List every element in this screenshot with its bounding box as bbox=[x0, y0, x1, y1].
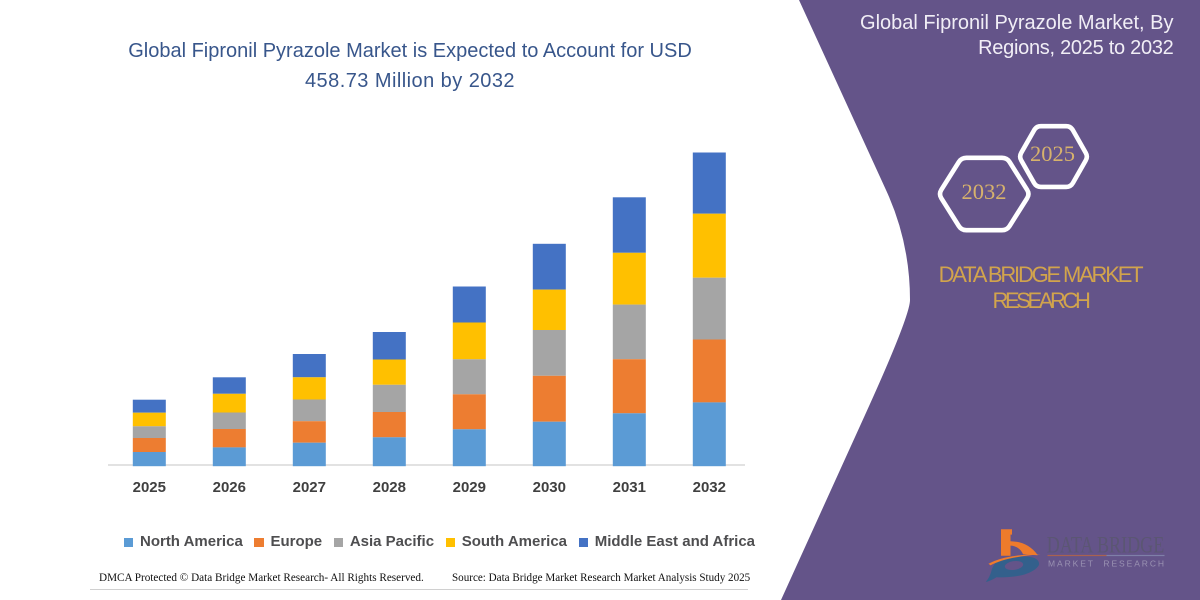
svg-text:DATA BRIDGE: DATA BRIDGE bbox=[1047, 532, 1165, 557]
svg-text:MARKET RESEARCH: MARKET RESEARCH bbox=[1048, 559, 1164, 569]
